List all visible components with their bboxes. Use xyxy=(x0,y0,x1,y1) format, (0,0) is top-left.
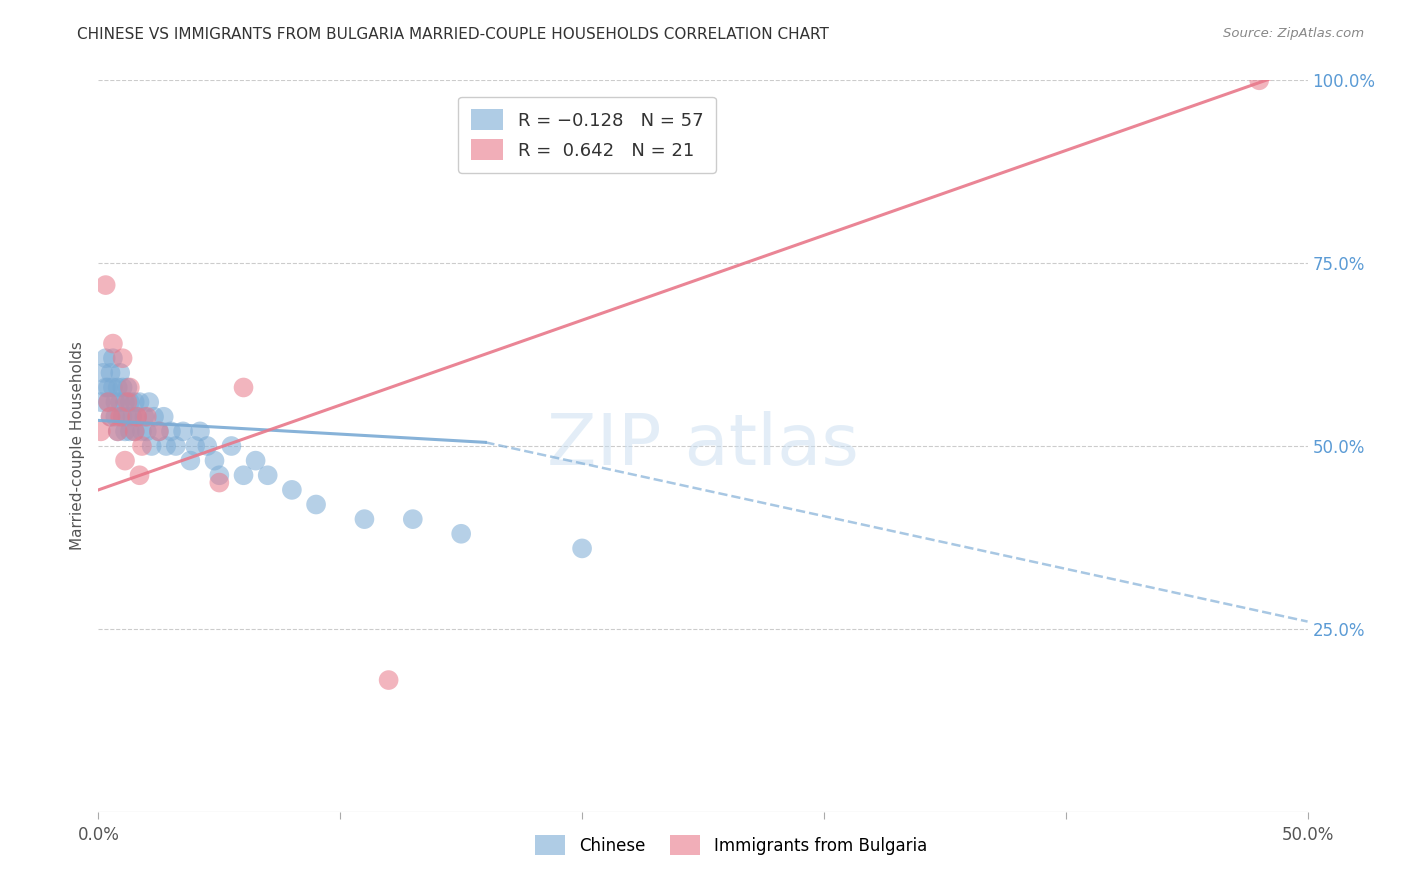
Point xyxy=(100,409,122,424)
Point xyxy=(114,395,136,409)
Point xyxy=(450,526,472,541)
Point xyxy=(107,425,129,439)
Point xyxy=(134,409,156,424)
Point xyxy=(184,439,207,453)
Point xyxy=(108,395,131,409)
Point xyxy=(104,395,127,409)
Point xyxy=(128,468,150,483)
Point xyxy=(138,395,160,409)
Text: ZIP atlas: ZIP atlas xyxy=(547,411,859,481)
Text: Source: ZipAtlas.com: Source: ZipAtlas.com xyxy=(1223,27,1364,40)
Point xyxy=(94,278,117,293)
Point xyxy=(100,366,122,380)
Point xyxy=(305,498,328,512)
Point xyxy=(124,425,146,439)
Point xyxy=(101,380,124,394)
Point xyxy=(108,409,131,424)
Point xyxy=(117,395,139,409)
Text: CHINESE VS IMMIGRANTS FROM BULGARIA MARRIED-COUPLE HOUSEHOLDS CORRELATION CHART: CHINESE VS IMMIGRANTS FROM BULGARIA MARR… xyxy=(77,27,830,42)
Point xyxy=(131,425,153,439)
Point xyxy=(90,395,112,409)
Point xyxy=(152,409,174,424)
Point xyxy=(101,351,124,366)
Point xyxy=(135,409,157,424)
Point xyxy=(256,468,278,483)
Point xyxy=(571,541,593,556)
Point xyxy=(131,439,153,453)
Point xyxy=(148,425,170,439)
Point xyxy=(172,425,194,439)
Point xyxy=(100,409,122,424)
Point xyxy=(90,425,112,439)
Point xyxy=(155,439,177,453)
Point xyxy=(117,409,139,424)
Point xyxy=(124,395,146,409)
Point xyxy=(127,409,149,424)
Point xyxy=(1249,73,1271,87)
Point xyxy=(402,512,425,526)
Point xyxy=(107,380,129,394)
Point xyxy=(94,380,117,394)
Point xyxy=(97,380,120,394)
Point xyxy=(118,425,141,439)
Point xyxy=(143,409,166,424)
Point xyxy=(91,366,114,380)
Point xyxy=(204,453,226,467)
Legend: R = −0.128   N = 57, R =  0.642   N = 21: R = −0.128 N = 57, R = 0.642 N = 21 xyxy=(458,96,716,173)
Point xyxy=(127,409,149,424)
Point xyxy=(114,425,136,439)
Point xyxy=(160,425,183,439)
Point xyxy=(128,395,150,409)
Point xyxy=(179,453,201,467)
Point xyxy=(148,425,170,439)
Point xyxy=(108,366,131,380)
Legend: Chinese, Immigrants from Bulgaria: Chinese, Immigrants from Bulgaria xyxy=(529,829,934,862)
Point xyxy=(208,468,231,483)
Point xyxy=(141,439,163,453)
Point xyxy=(353,512,375,526)
Point xyxy=(281,483,304,497)
Point xyxy=(377,673,399,687)
Point xyxy=(232,468,254,483)
Point xyxy=(104,409,127,424)
Point xyxy=(111,409,134,424)
Point xyxy=(114,453,136,467)
Point xyxy=(135,425,157,439)
Point xyxy=(245,453,267,467)
Point xyxy=(118,395,141,409)
Point xyxy=(208,475,231,490)
Point xyxy=(117,380,139,394)
Point xyxy=(111,380,134,394)
Point xyxy=(165,439,187,453)
Point xyxy=(232,380,254,394)
Point xyxy=(121,409,143,424)
Point xyxy=(94,351,117,366)
Point xyxy=(101,336,124,351)
Point xyxy=(118,380,141,394)
Y-axis label: Married-couple Households: Married-couple Households xyxy=(69,342,84,550)
Point xyxy=(195,439,218,453)
Point xyxy=(107,425,129,439)
Point xyxy=(111,351,134,366)
Point xyxy=(188,425,211,439)
Point xyxy=(124,425,146,439)
Point xyxy=(221,439,243,453)
Point xyxy=(97,395,120,409)
Point xyxy=(97,395,120,409)
